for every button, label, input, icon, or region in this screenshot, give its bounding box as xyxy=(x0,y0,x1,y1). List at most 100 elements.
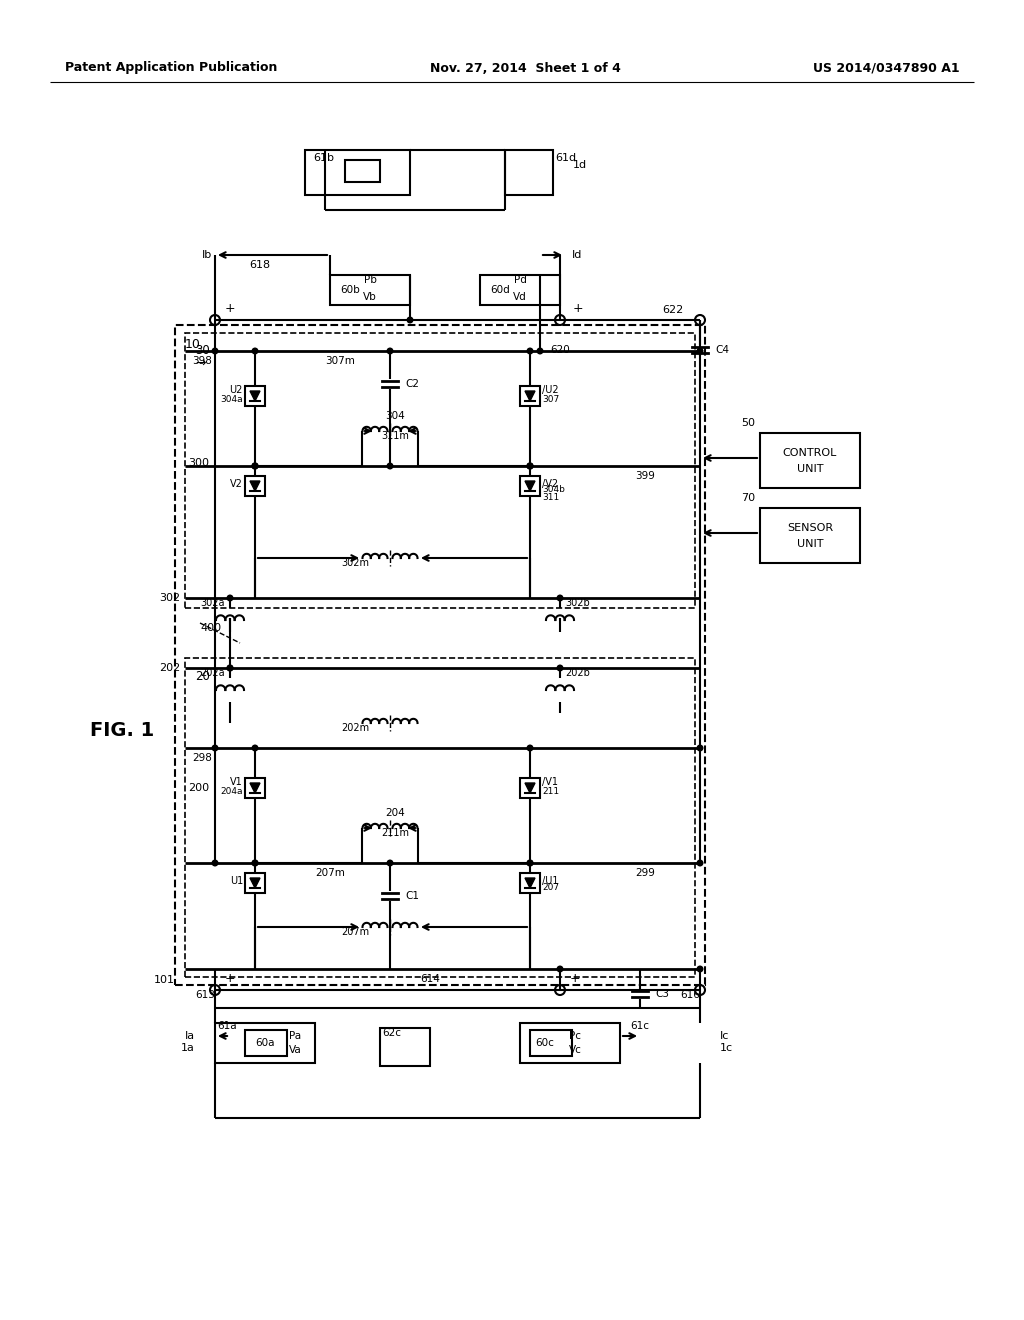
Text: 61a: 61a xyxy=(217,1020,237,1031)
Text: Nov. 27, 2014  Sheet 1 of 4: Nov. 27, 2014 Sheet 1 of 4 xyxy=(430,62,621,74)
Text: Pc: Pc xyxy=(569,1031,581,1041)
Bar xyxy=(380,1028,430,1067)
Text: 300: 300 xyxy=(188,458,209,469)
Text: 20: 20 xyxy=(195,669,210,682)
Text: SENSOR: SENSOR xyxy=(786,523,834,533)
Text: 101: 101 xyxy=(154,975,175,985)
Text: Ib: Ib xyxy=(202,249,212,260)
Text: +: + xyxy=(224,972,236,985)
Bar xyxy=(760,508,860,564)
Text: 302b: 302b xyxy=(565,598,590,609)
Circle shape xyxy=(386,859,393,866)
Bar xyxy=(215,1023,315,1063)
Text: /V1: /V1 xyxy=(542,777,558,787)
Text: 60d: 60d xyxy=(490,285,510,294)
Text: Patent Application Publication: Patent Application Publication xyxy=(65,62,278,74)
Text: 304b: 304b xyxy=(542,486,565,495)
Circle shape xyxy=(252,462,258,470)
Text: 1c: 1c xyxy=(720,1043,733,1053)
Text: /U2: /U2 xyxy=(542,385,559,395)
Circle shape xyxy=(252,859,258,866)
Circle shape xyxy=(226,594,233,602)
Text: 204: 204 xyxy=(385,808,404,818)
Text: C4: C4 xyxy=(715,345,729,355)
Polygon shape xyxy=(525,391,535,401)
Bar xyxy=(175,325,705,985)
Text: 304a: 304a xyxy=(220,396,243,404)
Circle shape xyxy=(212,859,218,866)
Circle shape xyxy=(556,594,563,602)
Bar xyxy=(520,777,540,799)
Circle shape xyxy=(252,347,258,355)
Text: US 2014/0347890 A1: US 2014/0347890 A1 xyxy=(813,62,961,74)
Text: +: + xyxy=(572,301,584,314)
Circle shape xyxy=(526,462,534,470)
Text: 400: 400 xyxy=(200,623,221,634)
Circle shape xyxy=(526,462,534,470)
Text: 398: 398 xyxy=(193,356,212,366)
Text: 62c: 62c xyxy=(382,1028,401,1038)
Text: FIG. 1: FIG. 1 xyxy=(90,721,155,739)
Bar xyxy=(530,1030,572,1056)
Text: →: → xyxy=(195,356,206,370)
Text: /U1: /U1 xyxy=(542,876,558,886)
Circle shape xyxy=(252,462,258,470)
Text: 622: 622 xyxy=(662,305,683,315)
Text: 616: 616 xyxy=(680,990,699,1001)
Text: 302: 302 xyxy=(159,593,180,603)
Text: V1: V1 xyxy=(230,777,243,787)
Circle shape xyxy=(556,965,563,973)
Bar xyxy=(480,275,560,305)
Circle shape xyxy=(696,859,703,866)
Bar xyxy=(245,477,265,496)
Text: UNIT: UNIT xyxy=(797,465,823,474)
Polygon shape xyxy=(250,391,260,401)
Text: 613: 613 xyxy=(195,990,215,1001)
Bar xyxy=(245,873,265,894)
Text: 202: 202 xyxy=(159,663,180,673)
Circle shape xyxy=(226,664,233,672)
Circle shape xyxy=(526,859,534,866)
Circle shape xyxy=(696,744,703,751)
Text: 299: 299 xyxy=(635,869,655,878)
Text: 298: 298 xyxy=(193,752,212,763)
Circle shape xyxy=(386,347,393,355)
Text: 211m: 211m xyxy=(381,828,409,838)
Circle shape xyxy=(212,744,218,751)
Bar xyxy=(505,150,553,195)
Bar xyxy=(245,385,265,407)
Bar xyxy=(185,333,695,609)
Text: Vc: Vc xyxy=(568,1045,582,1055)
Text: 10: 10 xyxy=(185,338,201,351)
Text: 30: 30 xyxy=(195,345,210,358)
Text: Pb: Pb xyxy=(364,275,377,285)
Text: 202m: 202m xyxy=(341,723,369,733)
Text: 204a: 204a xyxy=(220,788,243,796)
Text: 70: 70 xyxy=(741,492,755,503)
Polygon shape xyxy=(525,480,535,491)
Polygon shape xyxy=(250,480,260,491)
Text: 211: 211 xyxy=(542,788,559,796)
Circle shape xyxy=(696,347,703,355)
Text: 60c: 60c xyxy=(536,1038,554,1048)
Circle shape xyxy=(212,347,218,355)
Text: C1: C1 xyxy=(406,891,419,902)
Text: V2: V2 xyxy=(230,479,243,488)
Bar xyxy=(345,160,380,182)
Text: 614: 614 xyxy=(420,974,440,983)
Text: Vd: Vd xyxy=(513,292,527,302)
Text: Va: Va xyxy=(289,1045,301,1055)
Bar xyxy=(760,433,860,488)
Text: 50: 50 xyxy=(741,418,755,428)
Text: 61c: 61c xyxy=(630,1020,649,1031)
Text: CONTROL: CONTROL xyxy=(782,447,838,458)
Text: 1d: 1d xyxy=(573,160,587,170)
Circle shape xyxy=(556,664,563,672)
Text: 302m: 302m xyxy=(341,558,369,568)
Text: 304: 304 xyxy=(385,411,404,421)
Text: 202b: 202b xyxy=(565,668,590,678)
Circle shape xyxy=(526,744,534,751)
Bar xyxy=(520,1023,620,1063)
Polygon shape xyxy=(250,783,260,793)
Circle shape xyxy=(526,462,534,470)
